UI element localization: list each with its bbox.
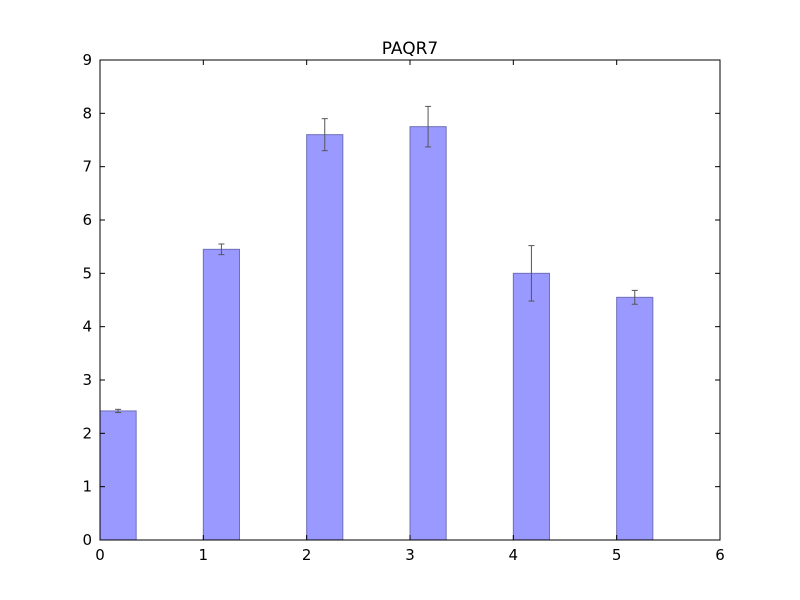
bars-group	[99, 126, 654, 541]
y-tick-label: 3	[82, 371, 92, 389]
x-tick-label: 6	[715, 546, 725, 564]
y-tick-label: 8	[82, 104, 92, 122]
y-tick-label: 0	[82, 531, 92, 549]
y-tick-label: 6	[82, 211, 92, 229]
x-tick-label: 5	[612, 546, 622, 564]
plot-frame	[99, 59, 721, 541]
x-tick-label: 3	[405, 546, 415, 564]
y-tick-label: 1	[82, 478, 92, 496]
bar	[202, 248, 240, 541]
chart-title: PAQR7	[382, 39, 439, 59]
error-bars-group	[115, 105, 638, 414]
bar	[306, 134, 344, 541]
x-tick-label: 1	[199, 546, 209, 564]
bar	[512, 272, 550, 541]
y-tick-label: 4	[82, 318, 92, 336]
y-tick-labels: 0 1 2 3 4 5 6 7 8 9	[82, 51, 92, 549]
y-tick-label: 5	[82, 264, 92, 282]
bar	[99, 410, 137, 541]
x-tick-label: 4	[509, 546, 519, 564]
y-tick-label: 2	[82, 424, 92, 442]
x-tick-label: 0	[95, 546, 105, 564]
bar	[409, 126, 447, 541]
y-tick-label: 7	[82, 158, 92, 176]
y-tick-label: 9	[82, 51, 92, 69]
x-tick-labels: 0 1 2 3 4 5 6	[95, 546, 725, 564]
bar	[616, 296, 654, 541]
x-tick-label: 2	[302, 546, 312, 564]
